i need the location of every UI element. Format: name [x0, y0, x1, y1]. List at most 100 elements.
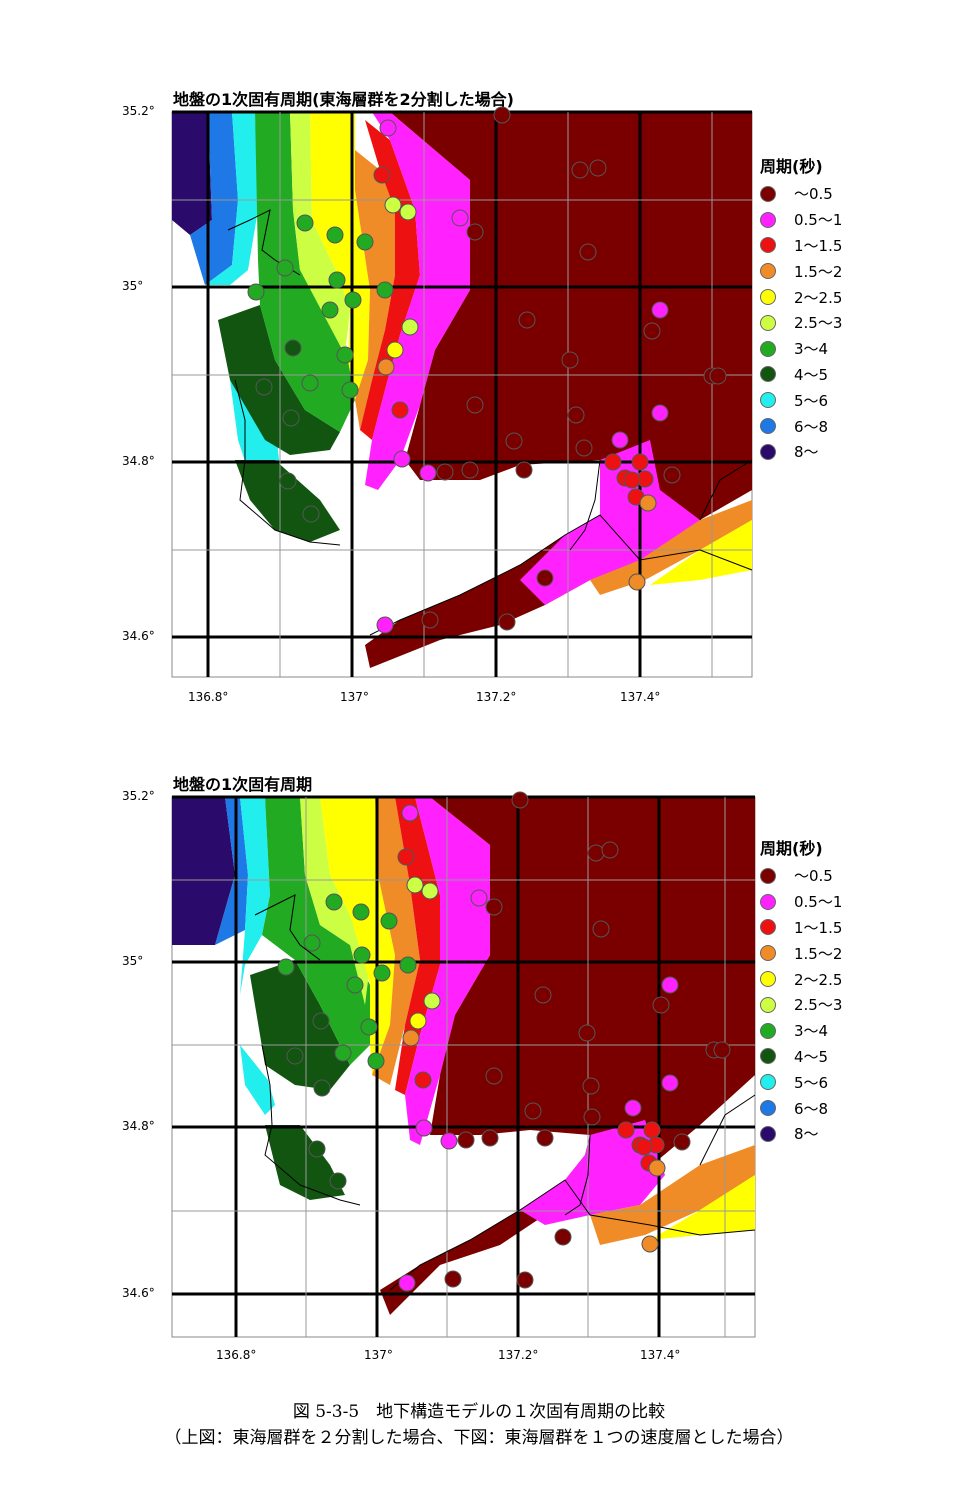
legend-item: 5～6	[760, 387, 842, 413]
observation-point	[336, 346, 354, 364]
observation-point	[466, 223, 484, 241]
observation-point	[329, 1172, 347, 1190]
lon-label-137-4: 137.4°	[640, 1348, 681, 1362]
observation-point	[661, 1074, 679, 1092]
lon-label-136-8: 136.8°	[188, 690, 229, 704]
lat-label-35-2: 35.2°	[122, 789, 155, 803]
observation-point	[534, 986, 552, 1004]
legend-swatch	[760, 867, 776, 884]
zone-3-4	[262, 797, 370, 1065]
observation-point	[393, 450, 411, 468]
legend-label: 8～	[794, 1125, 819, 1144]
legend-swatch	[760, 971, 776, 988]
observation-point	[328, 271, 346, 289]
legend-title: 周期(秒)	[760, 157, 823, 176]
observation-point	[583, 1108, 601, 1126]
legend-label: 3～4	[794, 1022, 829, 1041]
observation-point	[709, 367, 727, 385]
observation-point	[414, 1071, 432, 1089]
lon-label-137-4: 137.4°	[620, 690, 661, 704]
legend-bottom: 周期(秒) ～0.5 0.5～1 1～1.5 1.5～2 2～2.5 2.5～3 3～4 4～…	[760, 835, 842, 1147]
coastline	[254, 894, 756, 1291]
observation-point	[589, 159, 607, 177]
zone-1-5-2	[372, 797, 420, 1085]
observation-point	[466, 396, 484, 414]
observation-point	[652, 996, 670, 1014]
observation-point	[401, 804, 419, 822]
legend-item: 4～5	[760, 362, 842, 388]
legend-label: 4～5	[794, 1047, 829, 1066]
zone-1-1-5	[395, 797, 440, 1095]
zone-4-5	[218, 305, 340, 542]
observation-point	[485, 898, 503, 916]
legend-swatch	[760, 1022, 776, 1039]
observation-point	[296, 214, 314, 232]
observation-point	[436, 463, 454, 481]
observation-point	[582, 1077, 600, 1095]
observation-point	[651, 404, 669, 422]
legend-item: 2～2.5	[760, 284, 842, 310]
legend-item: 0.5～1	[760, 889, 842, 915]
zone-coastal-orange	[590, 1145, 755, 1245]
observation-point	[592, 920, 610, 938]
legend-swatch	[760, 1100, 776, 1117]
observation-point	[587, 844, 605, 862]
observation-point	[643, 322, 661, 340]
coastline	[227, 209, 753, 636]
observation-point	[651, 301, 669, 319]
legend-swatch	[760, 366, 776, 383]
lat-label-34-6: 34.6°	[122, 1286, 155, 1300]
observation-point	[554, 1228, 572, 1246]
legend-swatch	[760, 919, 776, 936]
zone-5-6	[240, 797, 275, 1115]
zone-8plus	[172, 112, 212, 235]
observation-point	[578, 1024, 596, 1042]
legend-item: 0.5～1	[760, 207, 842, 233]
figure-caption: 図 5-3-5 地下構造モデルの１次固有周期の比較	[292, 1402, 666, 1422]
observation-point	[334, 1044, 352, 1062]
legend-label: 0.5～1	[794, 211, 843, 230]
observation-point	[673, 1133, 691, 1151]
zone-1-5-2	[355, 150, 395, 430]
observation-point	[648, 1159, 666, 1177]
observation-point	[406, 876, 424, 894]
observation-point	[470, 889, 488, 907]
observation-point	[536, 1129, 554, 1147]
lat-label-34-8: 34.8°	[122, 1119, 155, 1133]
legend-title: 周期(秒)	[760, 839, 823, 858]
legend-label: 8～	[794, 443, 819, 462]
observation-point	[402, 1029, 420, 1047]
observation-point	[505, 432, 523, 450]
observation-point	[284, 339, 302, 357]
legend-label: ～0.5	[794, 185, 833, 204]
legend-swatch	[760, 418, 776, 435]
legend-swatch	[760, 1125, 776, 1142]
observation-point	[312, 1012, 330, 1030]
observation-point	[498, 613, 516, 631]
observation-point	[376, 281, 394, 299]
legend-swatch	[760, 443, 776, 460]
legend-item: 3～4	[760, 336, 842, 362]
legend-swatch	[760, 392, 776, 409]
period-map-top	[171, 106, 753, 678]
legend-label: 3～4	[794, 340, 829, 359]
observation-points-top	[247, 106, 727, 634]
observation-point	[279, 472, 297, 490]
observation-point	[282, 409, 300, 427]
lon-label-137-2: 137.2°	[476, 690, 517, 704]
observation-point	[571, 161, 589, 179]
legend-item: 6～8	[760, 413, 842, 439]
observation-point	[313, 1079, 331, 1097]
observation-point	[444, 1270, 462, 1288]
observation-point	[631, 453, 649, 471]
observation-point	[516, 1271, 534, 1289]
observation-point	[321, 301, 339, 319]
legend-label: 0.5～1	[794, 893, 843, 912]
observation-point	[352, 903, 370, 921]
observation-point	[301, 374, 319, 392]
observation-point	[391, 401, 409, 419]
lon-label-136-8: 136.8°	[216, 1348, 257, 1362]
lat-label-34-8: 34.8°	[122, 454, 155, 468]
observation-point	[380, 912, 398, 930]
legend-label: 1.5～2	[794, 944, 843, 963]
